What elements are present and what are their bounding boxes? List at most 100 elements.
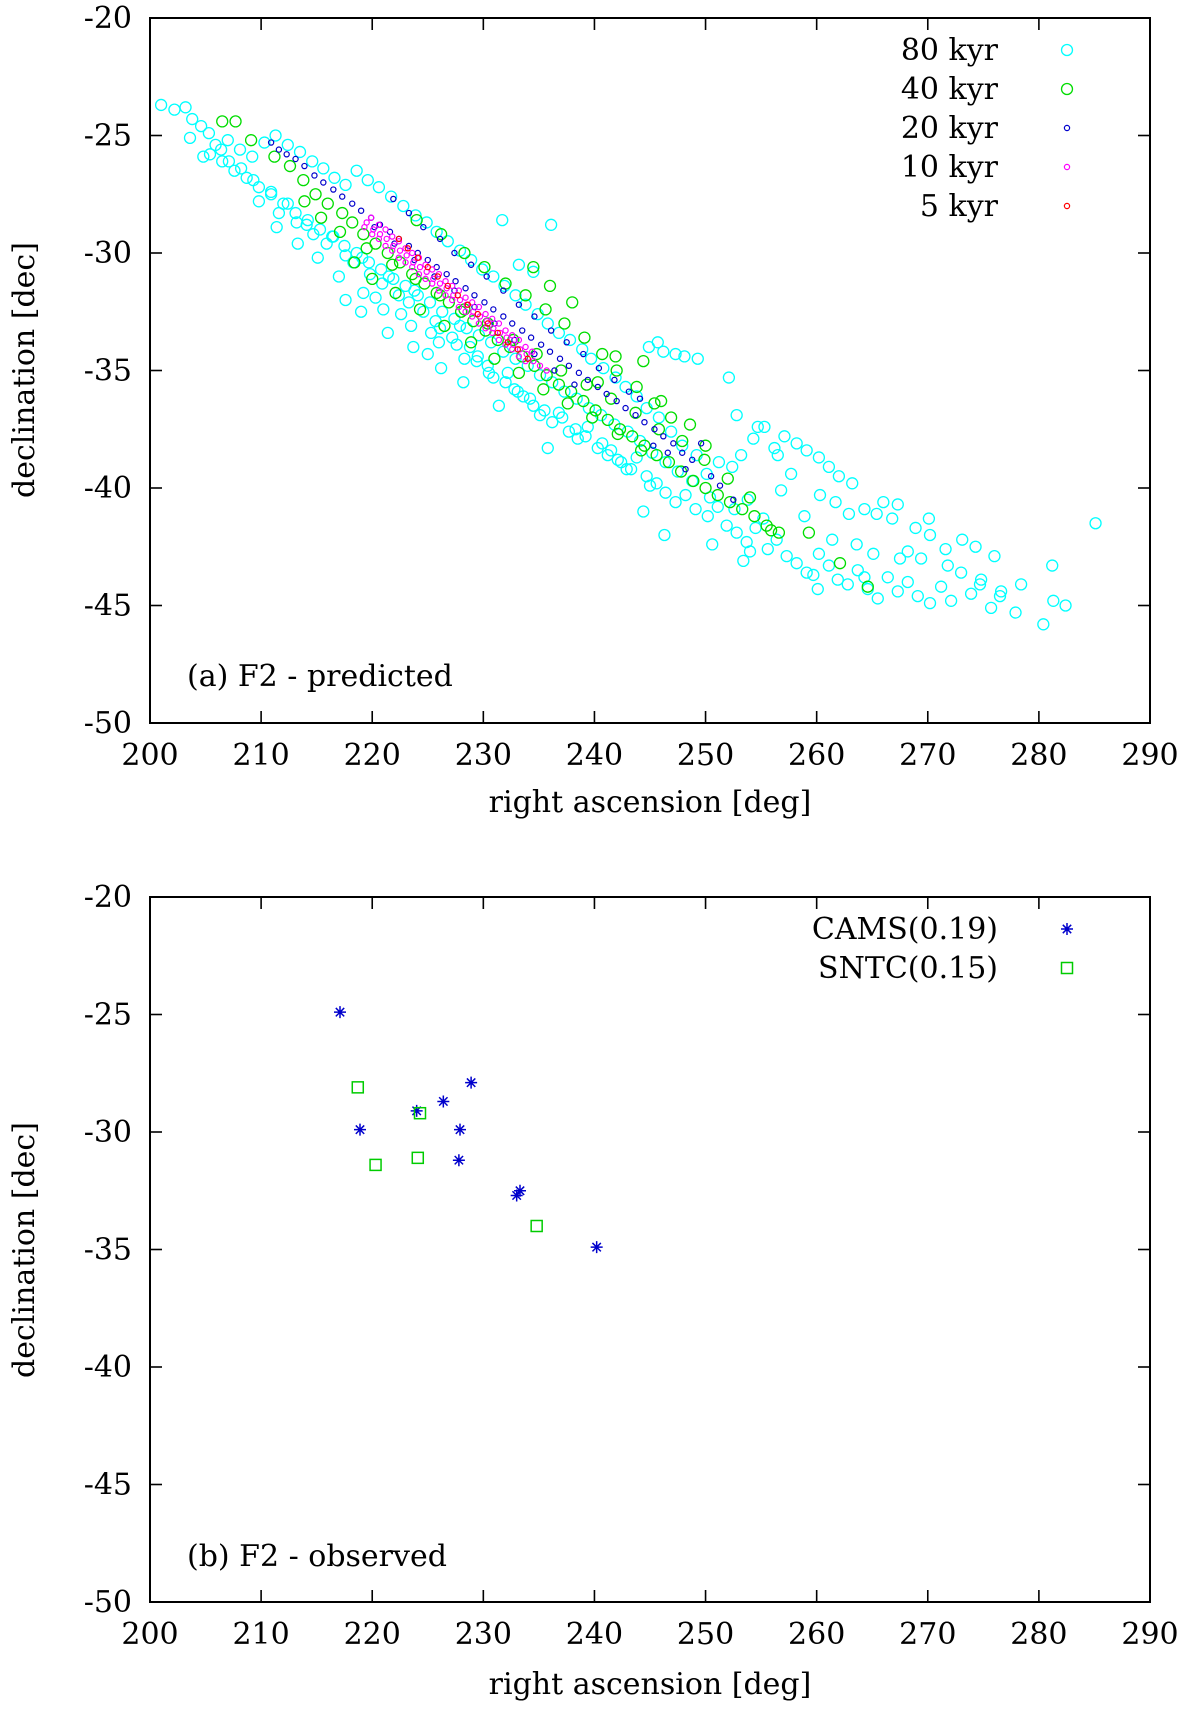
data-point	[186, 112, 199, 126]
data-point	[393, 256, 407, 269]
data-point	[460, 322, 473, 335]
data-point	[611, 376, 618, 384]
data-point	[410, 213, 423, 227]
data-point	[500, 287, 507, 294]
x-tick-label: 270	[899, 1617, 956, 1652]
data-point	[510, 1189, 523, 1202]
legend-label: 80 kyr	[901, 33, 999, 68]
data-point	[512, 366, 526, 380]
data-point	[670, 440, 677, 447]
data-point	[369, 230, 376, 238]
data-point	[622, 404, 629, 412]
data-point	[351, 1081, 365, 1094]
data-point	[861, 580, 874, 593]
data-point	[1037, 618, 1050, 631]
data-point	[495, 320, 503, 327]
data-point	[441, 235, 454, 248]
data-point	[712, 455, 726, 469]
data-point	[314, 211, 328, 224]
data-point	[289, 206, 302, 220]
data-point	[508, 383, 521, 396]
x-tick-label: 200	[121, 738, 178, 773]
data-point	[988, 550, 1001, 563]
data-point	[611, 453, 624, 466]
data-point	[494, 329, 501, 337]
data-point	[339, 293, 352, 307]
data-point	[362, 256, 376, 269]
data-point	[610, 364, 623, 377]
data-point	[168, 103, 181, 116]
data-point	[216, 115, 229, 128]
data-point	[761, 542, 774, 556]
data-point	[454, 292, 461, 299]
data-point	[413, 1106, 427, 1120]
y-tick-label: -35	[84, 354, 132, 389]
data-point	[429, 280, 436, 287]
data-point	[679, 488, 692, 502]
data-point	[1046, 559, 1059, 572]
data-point	[650, 477, 663, 490]
data-point	[247, 173, 260, 187]
data-point	[877, 495, 890, 509]
data-point	[701, 510, 714, 523]
data-point	[333, 225, 347, 239]
data-point	[826, 533, 839, 546]
data-point	[597, 361, 610, 375]
data-point	[392, 289, 406, 302]
data-point	[711, 500, 724, 513]
x-tick-label: 270	[899, 738, 956, 773]
data-point	[407, 340, 420, 354]
data-point	[395, 238, 403, 245]
data-point	[699, 481, 712, 495]
data-point	[923, 528, 937, 542]
data-point	[554, 364, 568, 377]
x-axis-ticks: 200 210 220 230 240 250 260 270 280 290	[121, 897, 1179, 1652]
data-point	[867, 547, 880, 560]
data-point	[561, 397, 574, 410]
data-point	[457, 376, 470, 389]
data-point	[361, 223, 368, 231]
data-point	[757, 512, 770, 525]
data-point	[529, 348, 536, 355]
data-point	[596, 437, 609, 450]
data-point	[743, 545, 757, 558]
data-point	[372, 181, 386, 194]
y-tick-label: -45	[84, 1468, 132, 1503]
x-tick-label: 230	[455, 738, 512, 773]
data-point	[524, 355, 531, 362]
data-point	[216, 155, 229, 168]
data-point	[454, 1123, 466, 1136]
legend-marker	[1060, 961, 1074, 975]
data-point	[563, 339, 570, 346]
data-point	[509, 320, 516, 327]
data-point	[317, 162, 330, 175]
data-point	[619, 380, 632, 394]
data-point	[464, 336, 478, 349]
data-point	[939, 542, 952, 556]
data-point	[571, 381, 578, 388]
data-point	[478, 260, 491, 274]
data-point	[183, 131, 197, 145]
data-point	[575, 369, 583, 377]
data-point	[630, 380, 643, 394]
data-point	[764, 524, 778, 537]
data-point	[472, 329, 486, 342]
data-point	[654, 394, 668, 408]
data-point	[530, 357, 537, 365]
x-tick-label: 200	[121, 1617, 178, 1652]
x-tick-label: 260	[788, 1617, 845, 1652]
data-point	[420, 223, 427, 231]
data-point	[564, 385, 578, 398]
data-point	[664, 411, 678, 424]
data-point	[669, 347, 682, 361]
data-point	[552, 326, 566, 340]
data-point	[471, 292, 478, 299]
data-point	[566, 296, 579, 309]
data-point	[637, 354, 650, 368]
data-point	[923, 597, 937, 610]
data-point	[414, 254, 421, 261]
data-point	[469, 313, 476, 320]
data-point	[436, 235, 444, 243]
data-point	[800, 566, 813, 579]
series-cams-0-19-	[334, 1006, 603, 1254]
